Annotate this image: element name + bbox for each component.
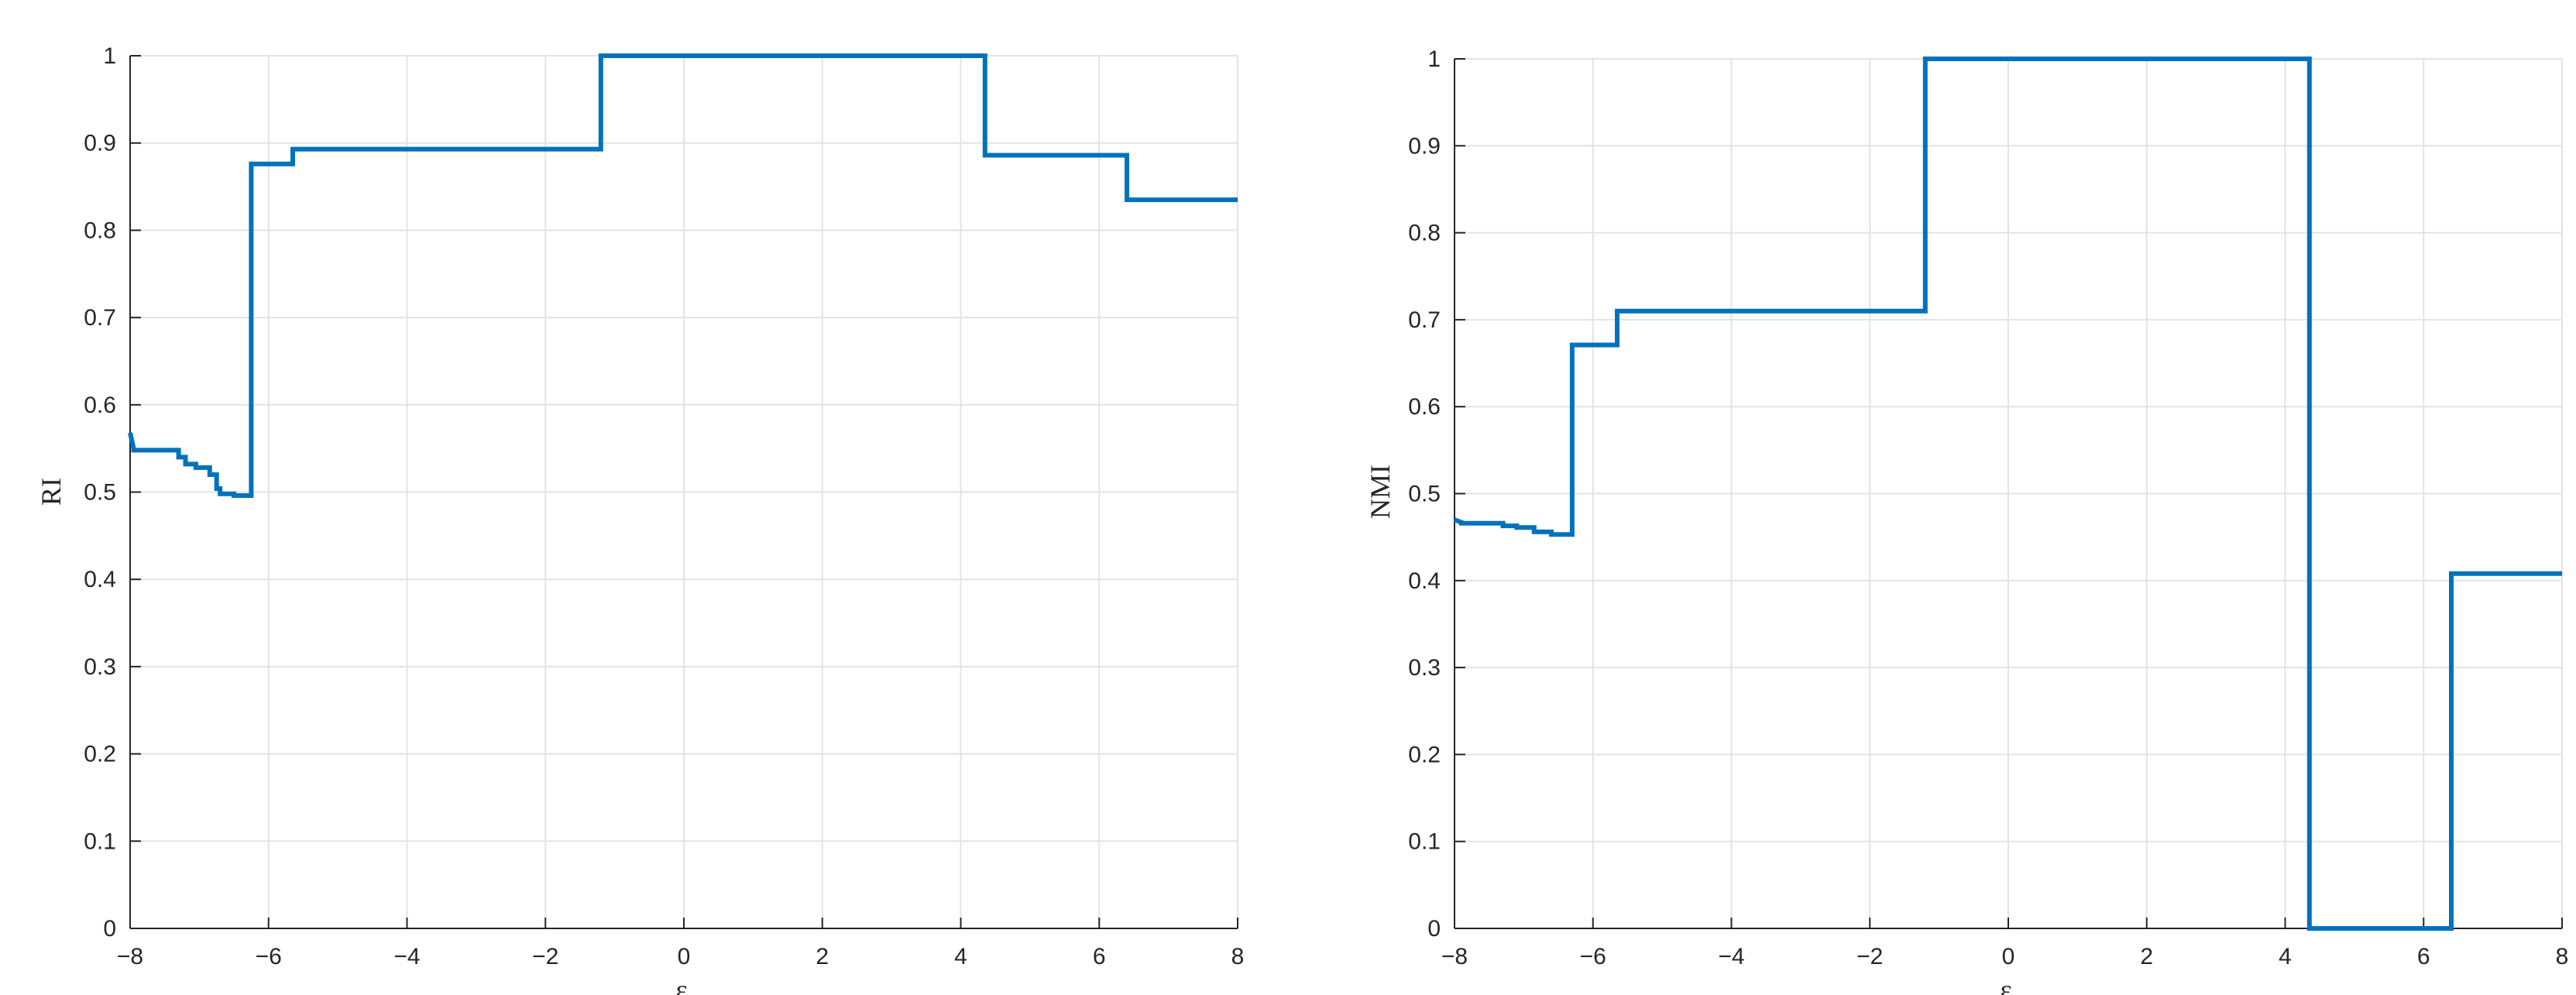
ri-y-tick-label: 0.6 — [84, 393, 116, 418]
nmi-x-tick-label: −2 — [1856, 944, 1883, 969]
ri-y-tick-label: 0 — [103, 916, 116, 942]
nmi-x-tick-label: −4 — [1718, 944, 1744, 969]
ri-x-tick-label: 6 — [1093, 944, 1106, 969]
ri-x-tick-label: 2 — [816, 944, 829, 969]
nmi-x-tick-label: −8 — [1441, 944, 1468, 969]
ri-x-tick-label: 0 — [678, 944, 691, 969]
nmi-y-tick-label: 0.5 — [1408, 482, 1441, 507]
nmi-series-line — [1453, 57, 2562, 931]
nmi-y-axis-label: NMI — [1365, 465, 1396, 519]
ri-x-tick-label: −6 — [256, 944, 282, 969]
ri-series-line — [128, 53, 1238, 498]
ri-x-axis-label: ε — [675, 974, 687, 995]
nmi-y-tick-label: 0.3 — [1408, 655, 1441, 681]
nmi-x-tick-label: 2 — [2140, 944, 2153, 969]
ri-y-tick-label: 0.7 — [84, 305, 116, 331]
ri-x-tick-label: 4 — [954, 944, 967, 969]
ri-y-tick-label: 1 — [103, 43, 116, 69]
nmi-x-tick-label: 0 — [2002, 944, 2015, 969]
nmi-x-tick-label: 8 — [2556, 944, 2569, 969]
ri-y-tick-label: 0.9 — [84, 131, 116, 156]
ri-x-tick-label: −8 — [117, 944, 143, 969]
nmi-y-tick-label: 1 — [1427, 46, 1441, 72]
nmi-x-tick-label: −6 — [1580, 944, 1606, 969]
nmi-x-axis-label: ε — [2000, 974, 2011, 995]
nmi-chart: −8 −6 −4 −2 0 2 4 6 8 0 0.1 0.2 0.3 0.4 0.5 0.6 0.7 0.8 0.… — [1365, 46, 2568, 995]
nmi-y-tick-label: 0.9 — [1408, 133, 1441, 159]
nmi-y-tick-label: 0.1 — [1408, 829, 1441, 855]
nmi-y-tick-label: 0.7 — [1408, 307, 1441, 333]
nmi-x-tick-label: 6 — [2417, 944, 2430, 969]
nmi-y-tick-label: 0.4 — [1408, 568, 1441, 594]
ri-x-tick-label: −2 — [532, 944, 558, 969]
ri-y-axis-label: RI — [36, 478, 67, 506]
ri-chart: −8 −6 −4 −2 0 2 4 6 8 0 0.1 0.2 0.3 0.4 0.5 0.6 0.7 0.8 0.… — [36, 43, 1244, 995]
ri-y-tick-label: 0.8 — [84, 218, 116, 243]
ri-y-tick-label: 0.1 — [84, 829, 116, 854]
ri-y-tick-label: 0.4 — [84, 567, 116, 592]
nmi-y-tick-label: 0.2 — [1408, 742, 1441, 767]
nmi-y-tick-label: 0 — [1427, 916, 1441, 942]
ri-y-tick-label: 0.5 — [84, 480, 116, 506]
ri-y-tick-label: 0.3 — [84, 654, 116, 680]
ri-x-tick-label: 8 — [1231, 944, 1245, 969]
nmi-y-tick-label: 0.6 — [1408, 394, 1441, 420]
ri-y-tick-label: 0.2 — [84, 742, 116, 767]
ri-x-tick-label: −4 — [393, 944, 420, 969]
nmi-x-tick-label: 4 — [2279, 944, 2292, 969]
nmi-y-tick-label: 0.8 — [1408, 221, 1441, 246]
